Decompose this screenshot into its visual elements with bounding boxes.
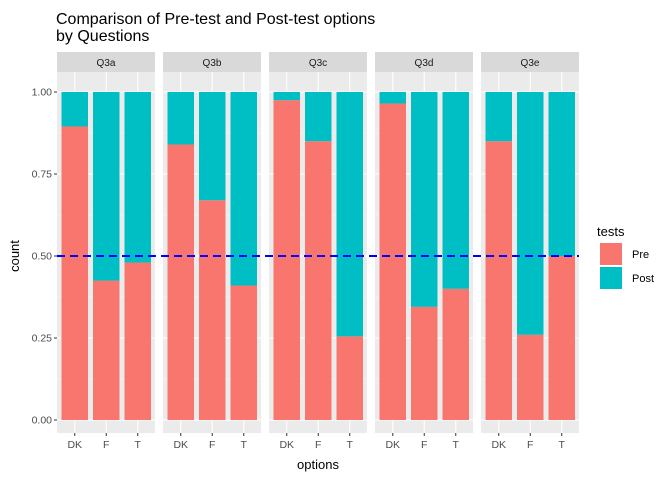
x-tick-label: DK (67, 439, 82, 451)
bar-Q3d-DK-pre (379, 103, 406, 420)
bar-Q3b-T-pre (230, 285, 257, 420)
bar-Q3a-T-pre (124, 262, 151, 420)
x-tick-label: T (241, 439, 248, 451)
chart-title-line-2: by Questions (56, 28, 149, 45)
chart-title-line-1: Comparison of Pre-test and Post-test opt… (56, 11, 375, 28)
x-tick-label: F (209, 439, 215, 451)
bar-Q3e-DK-post (485, 92, 512, 142)
bar-Q3b-F-pre (199, 200, 226, 420)
x-tick-label: F (527, 439, 533, 451)
bar-Q3c-F-post (305, 92, 332, 142)
bar-Q3a-DK-post (61, 92, 88, 127)
bar-Q3c-DK-pre (273, 100, 300, 420)
bar-Q3b-DK-post (167, 92, 194, 145)
legend-swatch-pre (600, 243, 622, 265)
x-tick-label: DK (173, 439, 188, 451)
y-tick-label: 0.25 (32, 333, 53, 345)
legend-label-pre: Pre (632, 249, 649, 261)
bar-Q3a-T-post (124, 92, 151, 263)
x-tick-label: DK (491, 439, 506, 451)
bar-Q3c-DK-post (273, 92, 300, 101)
x-tick-label: T (347, 439, 354, 451)
legend-title: tests (597, 224, 625, 239)
bar-Q3e-DK-pre (485, 141, 512, 420)
bar-Q3b-F-post (199, 92, 226, 201)
facet-strip (163, 52, 261, 72)
facet-strip-label: Q3d (415, 58, 434, 69)
bar-Q3d-F-pre (411, 306, 438, 420)
bar-Q3a-DK-pre (61, 126, 88, 420)
bar-Q3a-F-post (93, 92, 120, 281)
bar-Q3e-F-pre (517, 334, 544, 420)
x-tick-label: DK (385, 439, 400, 451)
x-tick-label: T (559, 439, 566, 451)
facet-Q3b: Q3b DK F T (163, 52, 261, 451)
y-tick-label: 0.00 (32, 415, 53, 427)
facet-strip (57, 52, 155, 72)
bar-Q3c-T-post (336, 92, 363, 337)
bar-Q3b-T-post (230, 92, 257, 286)
bar-Q3e-F-post (517, 92, 544, 335)
facet-Q3d: Q3d DK F T (375, 52, 473, 451)
facet-strip (375, 52, 473, 72)
x-tick-label: F (315, 439, 321, 451)
y-tick-label: 0.75 (32, 169, 53, 181)
y-tick-label: 0.50 (32, 251, 53, 263)
x-tick-label: F (421, 439, 427, 451)
x-tick-label: T (453, 439, 460, 451)
bar-Q3b-DK-pre (167, 144, 194, 421)
bar-Q3e-T-post (548, 92, 575, 256)
bar-Q3c-F-pre (305, 141, 332, 420)
facet-Q3e: Q3e DK F T (481, 52, 579, 451)
facet-Q3c: Q3c DK F T (269, 52, 367, 451)
facet-strip-label: Q3a (97, 58, 116, 69)
legend-label-post: Post (632, 273, 654, 285)
facet-strip-label: Q3b (203, 58, 222, 69)
facet-strip (269, 52, 367, 72)
bar-Q3a-F-pre (93, 280, 120, 420)
x-tick-label: DK (279, 439, 294, 451)
x-tick-label: F (103, 439, 109, 451)
bar-Q3d-T-post (442, 92, 469, 289)
x-tick-label: T (135, 439, 142, 451)
bar-Q3c-T-pre (336, 336, 363, 420)
bar-Q3d-F-post (411, 92, 438, 307)
facet-Q3a: Q3a DK F T (57, 52, 155, 451)
facet-strip (481, 52, 579, 72)
facet-panels: Q3a DK F T Q3b DK F T Q3c DK F T Q3d DK F T Q3e DK F T (57, 52, 579, 451)
x-axis-title: options (297, 457, 339, 472)
facet-strip-label: Q3c (309, 58, 327, 69)
legend-swatch-post (600, 267, 622, 289)
y-tick-label: 1.00 (32, 87, 53, 99)
y-axis: 0.00 0.25 0.50 0.75 1.00 (32, 87, 57, 427)
y-axis-title: count (7, 240, 22, 272)
bar-Q3d-T-pre (442, 288, 469, 420)
bar-Q3e-T-pre (548, 256, 575, 420)
bar-Q3d-DK-post (379, 92, 406, 104)
legend: tests Pre Post (597, 224, 654, 289)
facet-strip-label: Q3e (521, 58, 540, 69)
